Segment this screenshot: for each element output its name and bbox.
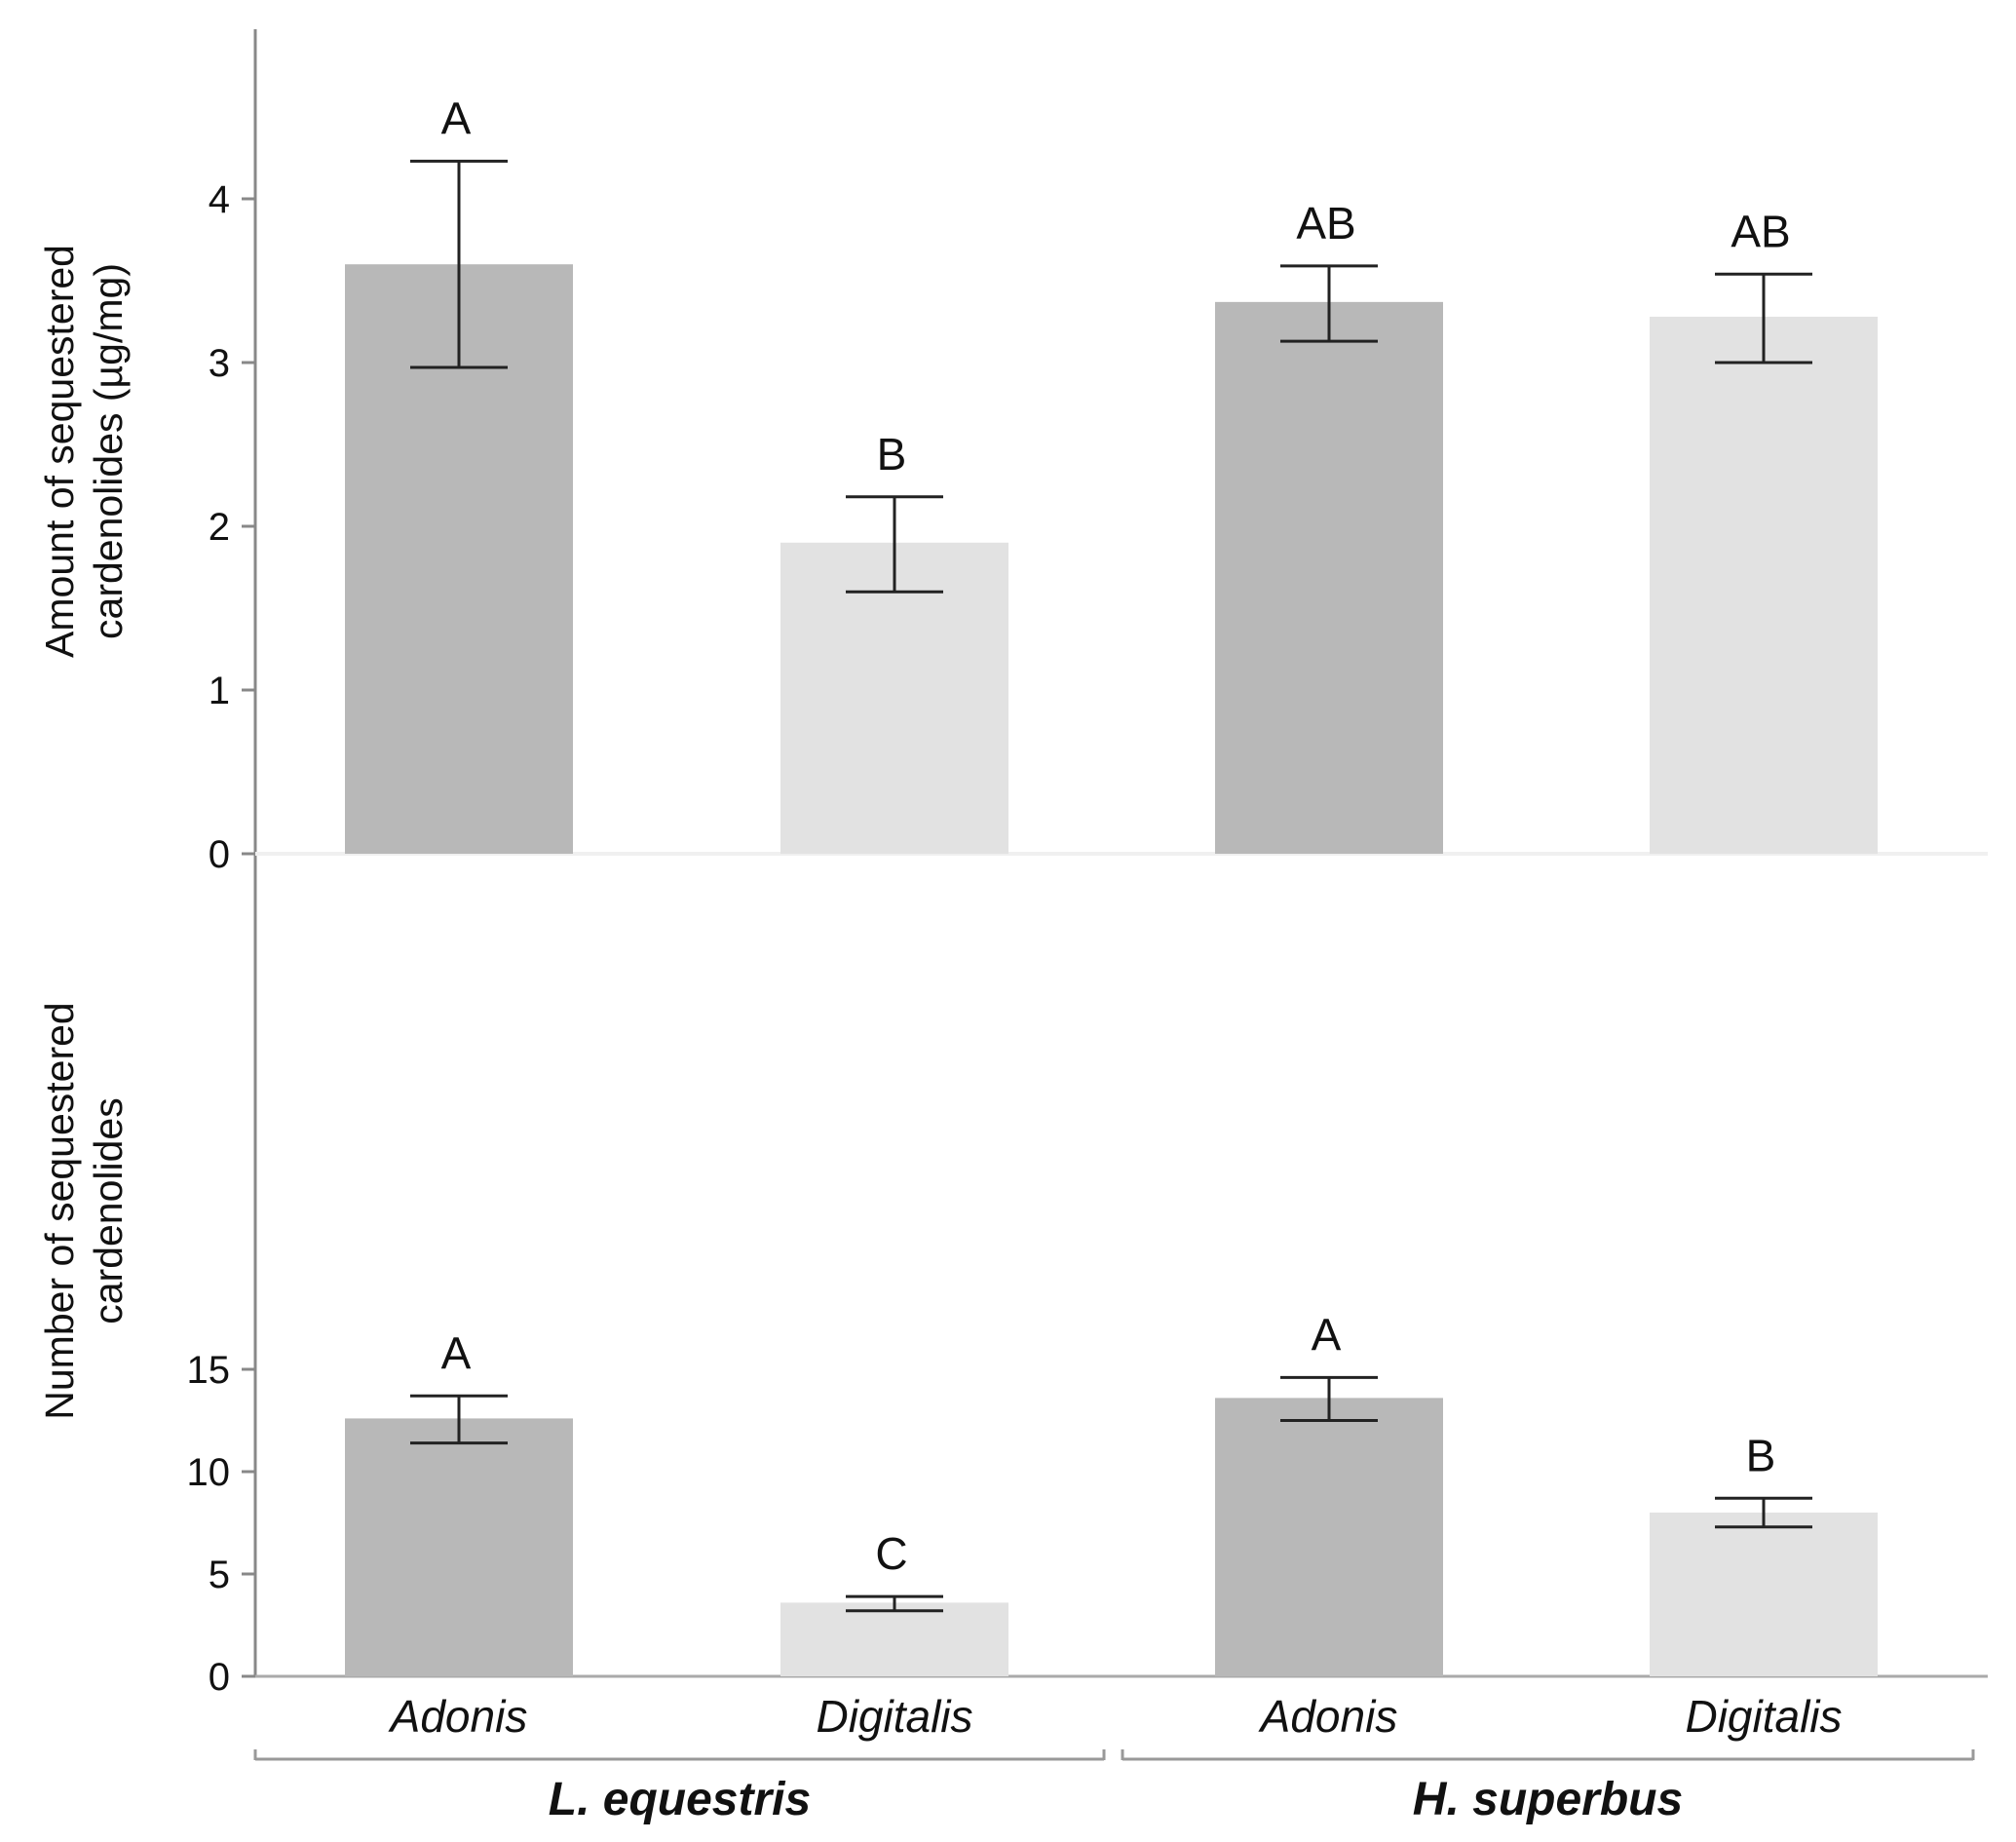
significance-label: A [1312, 1309, 1342, 1360]
y-axis-label-line: Amount of sequestered [37, 245, 82, 658]
bar-3 [1215, 301, 1443, 855]
y-tick-label: 10 [187, 1451, 231, 1494]
group-bracket: L. equestris [253, 1749, 1106, 1825]
y-axis-label-line: Number of sequestered [37, 1002, 82, 1419]
y-tick-label: 0 [209, 833, 230, 876]
bar-2 [780, 542, 1008, 854]
y-tick-label: 3 [209, 342, 230, 385]
y-tick-label: 0 [209, 1656, 230, 1699]
y-tick-label: 15 [187, 1349, 231, 1392]
panel-2: 0 5 10 15 Number of sequesteredcardenolides A… [37, 1002, 1988, 1699]
x-tick-label: Adonis [388, 1691, 528, 1742]
significance-label: B [877, 429, 907, 480]
bar-4 [1650, 316, 1878, 855]
significance-label: B [1746, 1430, 1776, 1480]
significance-label: A [441, 1327, 472, 1378]
y-axis-label-line: cardenolides (µg/mg) [86, 263, 131, 639]
x-tick-label: Digitalis [1685, 1691, 1842, 1742]
bar-4 [1650, 1513, 1878, 1676]
significance-label: C [875, 1528, 907, 1579]
bar-3 [1215, 1398, 1443, 1676]
x-tick-label: Digitalis [816, 1691, 972, 1742]
significance-label: AB [1296, 198, 1355, 249]
y-axis-label-line: cardenolides [86, 1097, 131, 1324]
group-label: H. superbus [1413, 1774, 1683, 1825]
y-tick-label: 2 [209, 506, 230, 549]
y-axis-label: Amount of sequesteredcardenolides (µg/mg… [37, 245, 131, 658]
y-axis-label: Number of sequesteredcardenolides [37, 1002, 131, 1419]
y-tick-label: 1 [209, 670, 230, 712]
y-tick-label: 5 [209, 1554, 230, 1596]
y-tick-label: 4 [209, 178, 230, 221]
bar-2 [780, 1602, 1008, 1676]
significance-label: AB [1731, 206, 1790, 256]
significance-label: A [441, 93, 472, 143]
bar-1 [345, 1418, 573, 1676]
panel-1: 0 1 2 3 4 Amount of sequesteredcardenolides (… [37, 93, 1988, 876]
group-bracket: H. superbus [1121, 1749, 1975, 1825]
x-tick-label: Adonis [1258, 1691, 1398, 1742]
group-label: L. equestris [549, 1774, 811, 1825]
